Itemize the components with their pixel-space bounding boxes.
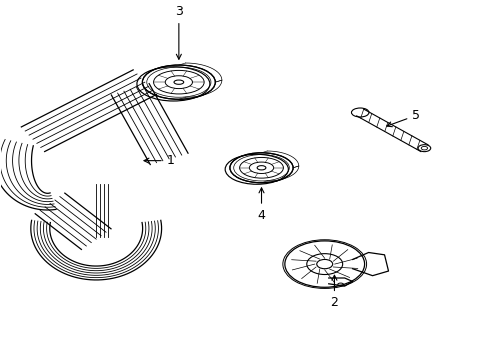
Text: 3: 3 <box>175 5 183 59</box>
Text: 5: 5 <box>386 109 419 127</box>
Text: 2: 2 <box>330 275 338 309</box>
Text: 4: 4 <box>257 188 265 222</box>
Text: 1: 1 <box>143 154 174 167</box>
